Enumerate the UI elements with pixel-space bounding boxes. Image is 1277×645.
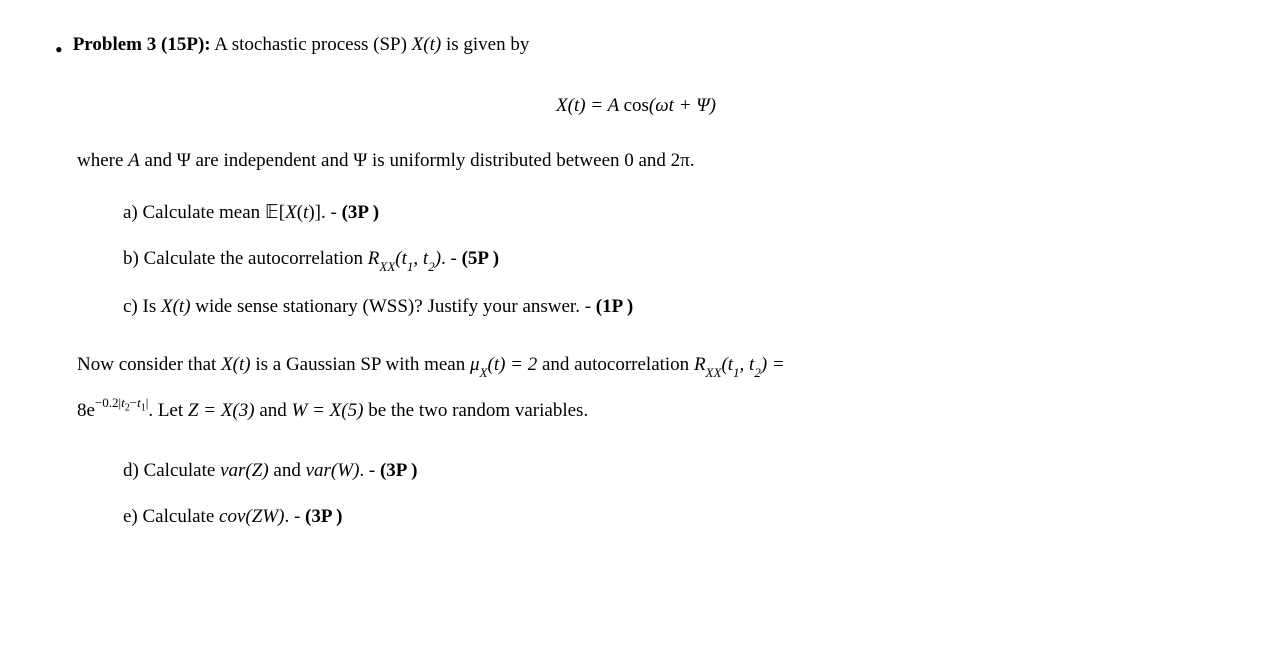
part-c-mid: wide sense stationary (WSS)? Justify you… [191,296,596,317]
part-c: c) Is X(t) wide sense stationary (WSS)? … [123,292,1217,322]
continuation-text: Now consider that X(t) is a Gaussian SP … [77,342,1217,433]
title-math: X(t) [412,34,442,55]
problem-header: • Problem 3 (15P): A stochastic process … [55,30,1217,67]
cont-xt: X(t) [221,354,251,375]
part-d-and: and [269,460,306,481]
cont-and: and [255,400,292,421]
where-clause: where A and Ψ are independent and Ψ is u… [77,146,1217,176]
part-d-label: d) Calculate [123,460,220,481]
header-text: Problem 3 (15P): A stochastic process (S… [73,30,1217,60]
part-b-points: (5P ) [462,248,499,269]
cont-pre: Now consider that [77,354,221,375]
title-rest: A stochastic process (SP) [211,34,412,55]
cont-exponent: −0.2|t2−t1| [95,395,148,410]
part-e-math: cov(ZW) [219,506,284,527]
problem-title: Problem 3 (15P): [73,34,211,55]
part-e-points: (3P ) [305,506,342,527]
cont-l2-mid: . Let [148,400,188,421]
parts-abc: a) Calculate mean 𝔼[X(t)]. - (3P ) b) Ca… [123,198,1217,322]
part-d-post: . - [359,460,380,481]
part-d-math2: var(W) [306,460,360,481]
where-pre: where [77,150,128,171]
cont-l2-end: be the two random variables. [363,400,588,421]
where-mid: are independent and [191,150,353,171]
part-a-math: 𝔼[X(t)] [265,202,321,223]
part-c-points: (1P ) [596,296,633,317]
cont-mid1: is a Gaussian SP with mean [251,354,470,375]
where-end: is uniformly distributed between 0 and 2… [367,150,694,171]
where-and1: and [140,150,177,171]
part-a-post: . - [321,202,342,223]
part-e-post: . - [284,506,305,527]
part-e-label: e) Calculate [123,506,219,527]
part-c-label: c) Is [123,296,161,317]
part-b-math: RXX(t1, t2) [368,248,441,269]
cont-w: W = X(5) [292,400,364,421]
where-psi2: Ψ [353,150,367,171]
part-a: a) Calculate mean 𝔼[X(t)]. - (3P ) [123,198,1217,228]
part-d-points: (3P ) [380,460,417,481]
part-a-label: a) Calculate mean [123,202,265,223]
part-d-math1: var(Z) [220,460,269,481]
part-b-post: . - [441,248,462,269]
equation-lhs: X(t) = A cos(ωt + Ψ) [556,95,716,116]
cont-mu: μX(t) = 2 [470,354,537,375]
cont-line2: 8e−0.2|t2−t1| [77,400,148,421]
part-b-label: b) Calculate the autocorrelation [123,248,368,269]
title-end: is given by [441,34,529,55]
cont-mid2: and autocorrelation [537,354,694,375]
where-A: A [128,150,140,171]
main-equation: X(t) = A cos(ωt + Ψ) [55,91,1217,121]
part-c-math: X(t) [161,296,191,317]
parts-de: d) Calculate var(Z) and var(W). - (3P ) … [123,456,1217,533]
where-psi1: Ψ [177,150,191,171]
part-d: d) Calculate var(Z) and var(W). - (3P ) [123,456,1217,486]
part-e: e) Calculate cov(ZW). - (3P ) [123,502,1217,532]
part-b: b) Calculate the autocorrelation RXX(t1,… [123,244,1217,276]
cont-z: Z = X(3) [188,400,255,421]
part-a-points: (3P ) [342,202,379,223]
bullet-marker: • [55,32,63,67]
cont-rxx: RXX(t1, t2) = [694,354,785,375]
